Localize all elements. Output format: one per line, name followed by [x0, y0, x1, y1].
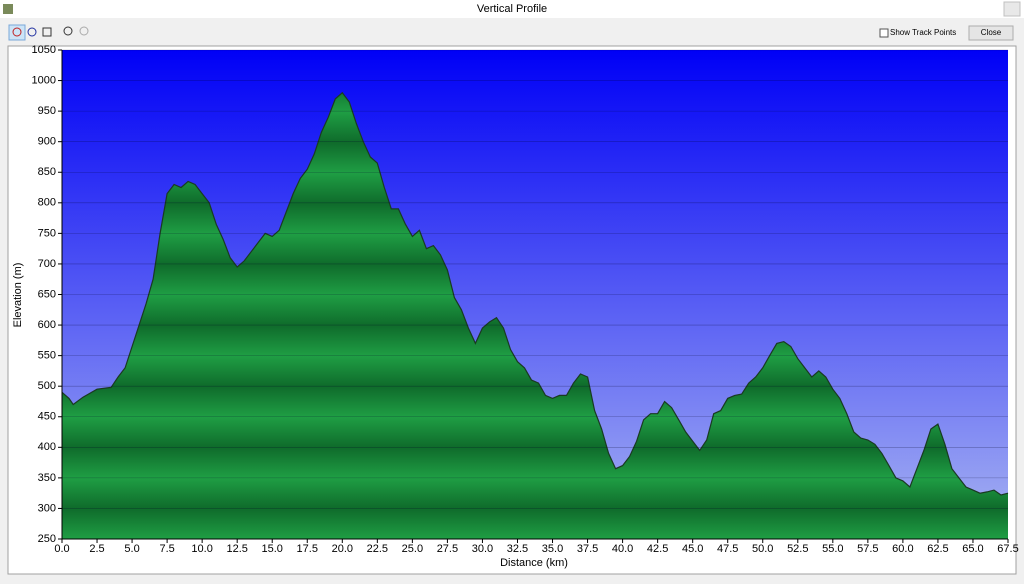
x-tick-label: 30.0 [472, 543, 493, 555]
x-tick-label: 60.0 [892, 543, 913, 555]
x-tick-label: 0.0 [54, 543, 69, 555]
x-tick-label: 50.0 [752, 543, 773, 555]
tool-pan[interactable] [27, 27, 37, 37]
y-tick-label: 650 [38, 288, 56, 300]
close-window-button[interactable] [1003, 1, 1021, 17]
x-tick-label: 2.5 [89, 543, 104, 555]
y-tick-label: 800 [38, 197, 56, 209]
tool-zoom-in[interactable] [63, 26, 73, 36]
x-tick-label: 55.0 [822, 543, 843, 555]
x-tick-label: 27.5 [437, 543, 458, 555]
x-tick-label: 45.0 [682, 543, 703, 555]
app-icon [3, 4, 13, 14]
elevation-line [61, 91, 1009, 496]
y-tick-label: 550 [38, 350, 56, 362]
checkbox-label[interactable]: Show Track Points [890, 28, 956, 37]
x-tick-label: 32.5 [507, 543, 528, 555]
y-tick-label: 1000 [32, 74, 56, 86]
x-tick-label: 12.5 [226, 543, 247, 555]
tool-zoom-box[interactable] [42, 27, 52, 37]
y-tick-label: 950 [38, 105, 56, 117]
x-tick-label: 15.0 [262, 543, 283, 555]
y-tick-label: 450 [38, 411, 56, 423]
x-tick-label: 25.0 [402, 543, 423, 555]
x-tick-label: 67.5 [997, 543, 1018, 555]
y-tick-label: 500 [38, 380, 56, 392]
y-tick-label: 350 [38, 472, 56, 484]
x-tick-label: 62.5 [927, 543, 948, 555]
y-tick-label: 400 [38, 441, 56, 453]
y-tick-label: 600 [38, 319, 56, 331]
x-tick-label: 47.5 [717, 543, 738, 555]
x-tick-label: 20.0 [332, 543, 353, 555]
tool-icon [12, 27, 22, 37]
x-tick-label: 57.5 [857, 543, 878, 555]
x-tick-label: 22.5 [367, 543, 388, 555]
x-tick-label: 5.0 [124, 543, 139, 555]
x-tick-label: 7.5 [159, 543, 174, 555]
close-button-label[interactable]: Close [981, 28, 1002, 37]
tool-zoom-out[interactable] [79, 26, 89, 36]
y-tick-label: 750 [38, 227, 56, 239]
elevation-area [62, 92, 1008, 540]
x-tick-label: 65.0 [962, 543, 983, 555]
y-tick-label: 1050 [32, 44, 56, 56]
chart: Distance (km) Elevation (m) 250 300 350 400… [12, 44, 1019, 569]
y-tick-label: 900 [38, 136, 56, 148]
x-tick-label: 52.5 [787, 543, 808, 555]
close-button[interactable] [968, 25, 1014, 41]
y-axis-title: Elevation (m) [12, 263, 24, 328]
y-tick-label: 700 [38, 258, 56, 270]
x-tick-label: 35.0 [542, 543, 563, 555]
y-tick-label: 250 [38, 533, 56, 545]
x-tick-label: 10.0 [191, 543, 212, 555]
tool-select[interactable] [8, 24, 26, 41]
window-title: Vertical Profile [477, 3, 547, 15]
x-tick-label: 17.5 [297, 543, 318, 555]
y-tick-label: 850 [38, 166, 56, 178]
x-axis-title: Distance (km) [500, 557, 568, 569]
y-tick-label: 300 [38, 502, 56, 514]
x-tick-label: 37.5 [577, 543, 598, 555]
x-tick-label: 42.5 [647, 543, 668, 555]
x-tick-label: 40.0 [612, 543, 633, 555]
checkbox[interactable] [879, 28, 889, 38]
toolbar: Show Track Points Close [8, 24, 1014, 41]
title-bar [0, 0, 1024, 18]
